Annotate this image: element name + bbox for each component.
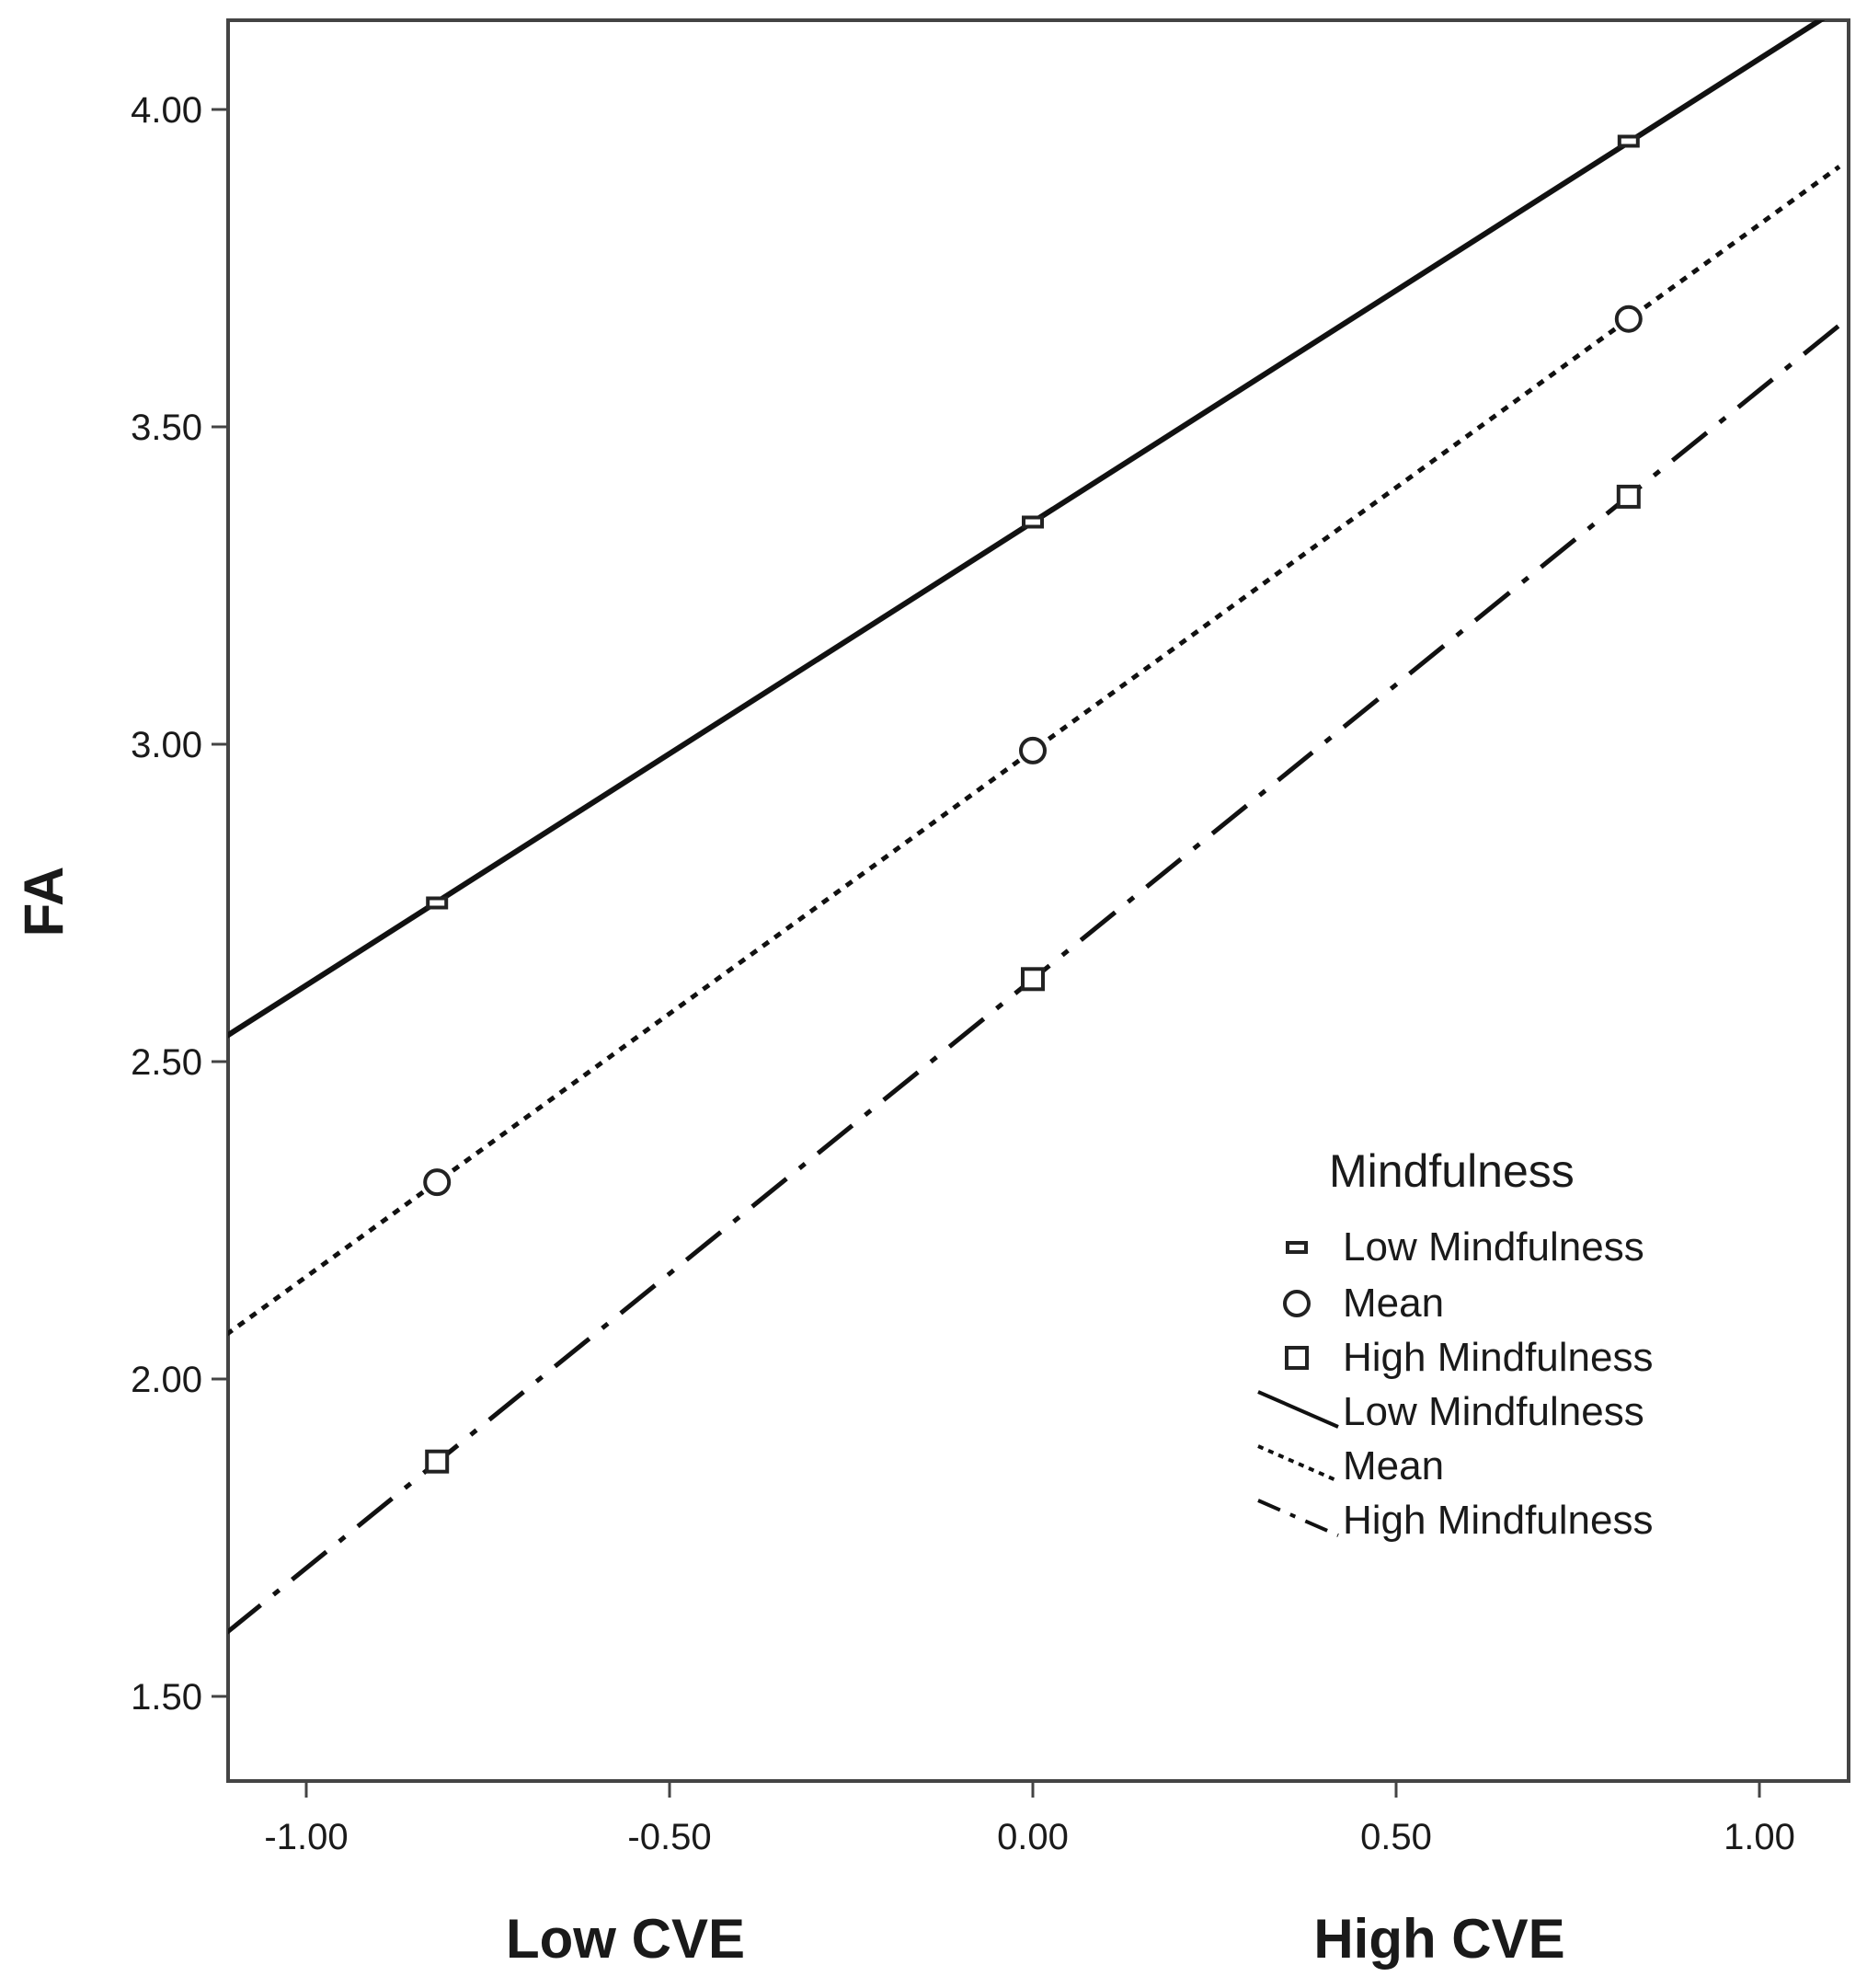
legend-label: High Mindfulness: [1343, 1335, 1654, 1380]
legend-marker: [1283, 1290, 1311, 1317]
legend-marker: [1286, 1241, 1308, 1254]
data-point: [1614, 305, 1643, 333]
series-markers: [423, 134, 1643, 1474]
legend-label: Mean: [1343, 1443, 1444, 1488]
legend-label: Mean: [1343, 1281, 1444, 1326]
y-axis-title: FA: [13, 867, 74, 937]
data-point: [1019, 736, 1047, 764]
legend-label: Low Mindfulness: [1343, 1389, 1644, 1434]
legend-line-sample: [1257, 1444, 1339, 1483]
data-point: [1616, 484, 1641, 509]
x-axis-title-high: High CVE: [1313, 1908, 1564, 1970]
x-axis-title-low: Low CVE: [506, 1908, 745, 1970]
x-tick-label: 1.00: [1724, 1817, 1795, 1857]
axis-ticks: -1.00 -0.50 0.00 0.50 1.00 1.50 2.00 2.50 3.00 3.…: [131, 90, 1795, 1857]
legend-title: Mindfulness: [1329, 1145, 1575, 1197]
y-tick-label: 4.00: [131, 90, 202, 131]
data-point: [423, 1168, 452, 1197]
x-tick-label: 0.50: [1360, 1817, 1432, 1857]
y-tick-label: 2.00: [131, 1360, 202, 1400]
y-tick-label: 3.50: [131, 408, 202, 448]
data-point: [425, 1449, 450, 1474]
x-tick-label: 0.00: [997, 1817, 1069, 1857]
plot-frame: [226, 18, 1850, 1783]
legend-marker: [1285, 1346, 1309, 1370]
y-tick-label: 3.00: [131, 725, 202, 765]
legend: Mindfulness Low Mindfulness Mean High Mind…: [1257, 1145, 1654, 1543]
y-tick-label: 2.50: [131, 1042, 202, 1083]
x-tick-label: -1.00: [264, 1817, 348, 1857]
legend-line-sample: [1257, 1499, 1339, 1537]
legend-line-sample: [1257, 1390, 1339, 1429]
data-point: [1022, 515, 1044, 529]
y-tick-label: 1.50: [131, 1677, 202, 1718]
legend-label: Low Mindfulness: [1343, 1224, 1644, 1270]
legend-label: High Mindfulness: [1343, 1498, 1654, 1543]
data-point: [1021, 967, 1045, 992]
x-tick-label: -0.50: [627, 1817, 711, 1857]
data-point: [426, 896, 449, 910]
data-point: [1617, 134, 1640, 148]
